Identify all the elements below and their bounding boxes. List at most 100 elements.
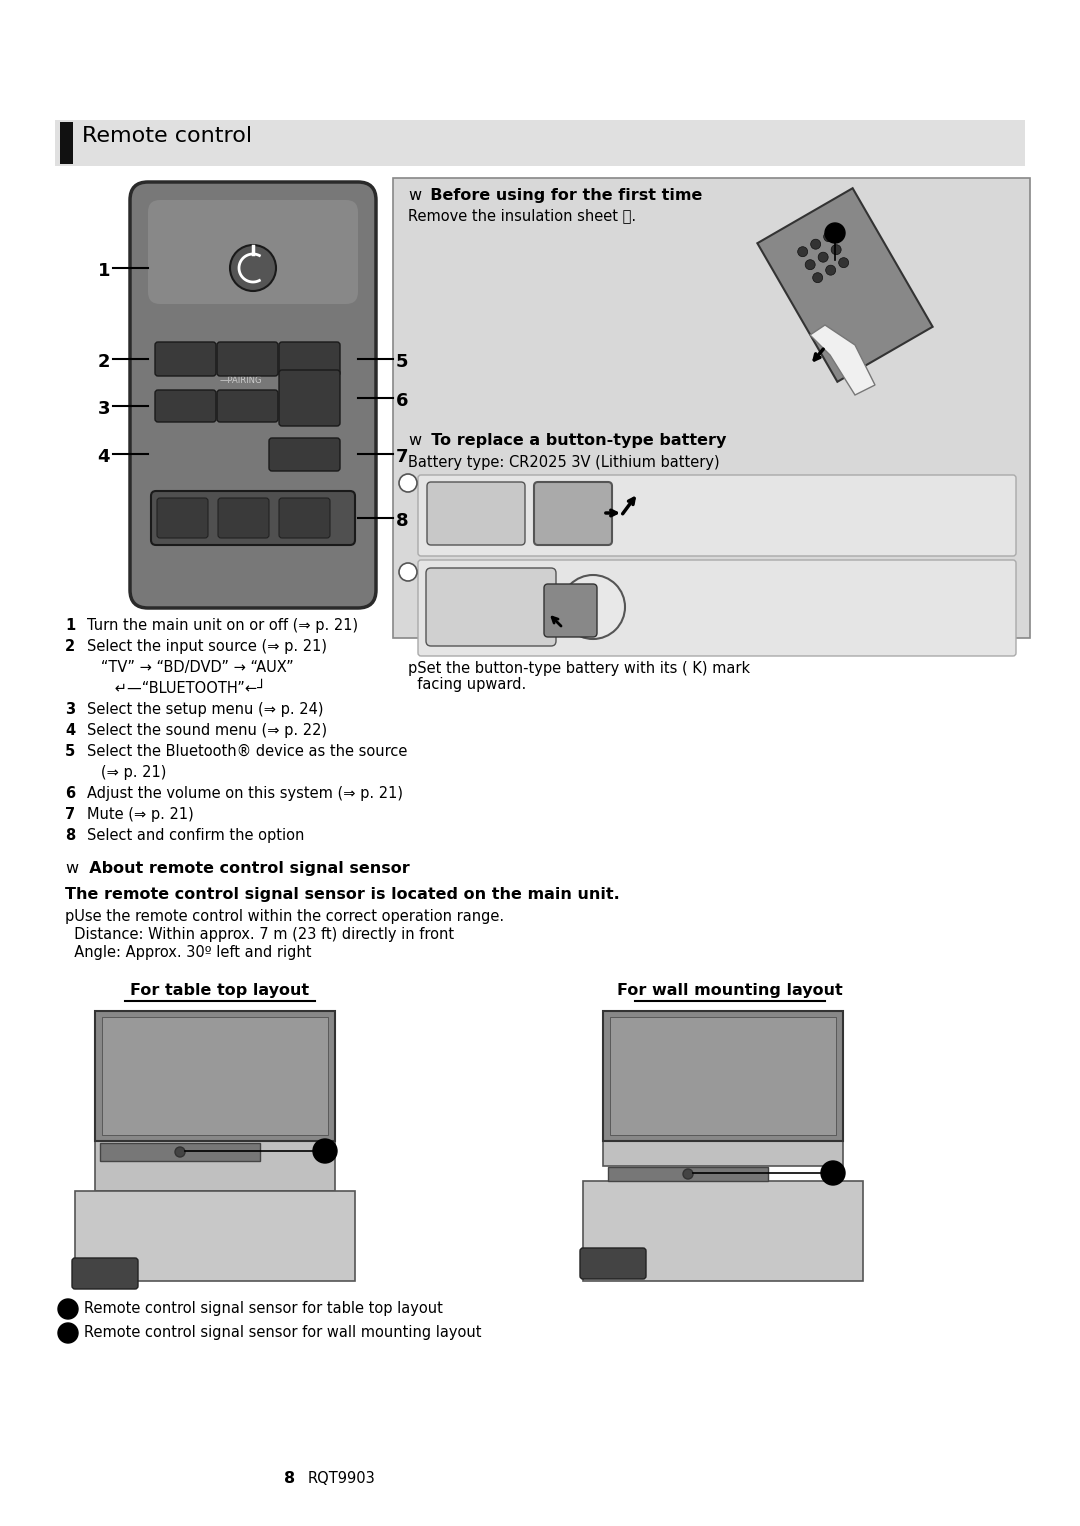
FancyBboxPatch shape — [156, 391, 216, 423]
Circle shape — [58, 1323, 78, 1343]
Text: C: C — [64, 1325, 71, 1335]
Text: INPUT: INPUT — [168, 349, 202, 360]
Text: Adjust the volume on this system (⇒ p. 21): Adjust the volume on this system (⇒ p. 2… — [87, 786, 403, 801]
FancyBboxPatch shape — [608, 1167, 768, 1181]
Text: ▼: ▼ — [178, 505, 186, 514]
FancyBboxPatch shape — [102, 1016, 328, 1135]
Text: 3: 3 — [65, 702, 76, 717]
Text: pSet the button-type battery with its ( K) mark: pSet the button-type battery with its ( … — [408, 661, 751, 676]
Circle shape — [819, 252, 828, 262]
Circle shape — [399, 563, 417, 581]
Text: 6: 6 — [65, 786, 76, 801]
Text: Turn the main unit on or off (⇒ p. 21): Turn the main unit on or off (⇒ p. 21) — [87, 618, 359, 633]
Text: SETUP: SETUP — [168, 398, 202, 407]
Text: 2: 2 — [65, 639, 76, 655]
Circle shape — [824, 232, 834, 241]
Text: Distance: Within approx. 7 m (23 ft) directly in front: Distance: Within approx. 7 m (23 ft) dir… — [65, 926, 454, 942]
Circle shape — [683, 1169, 693, 1180]
Text: 1: 1 — [65, 618, 76, 633]
Circle shape — [399, 475, 417, 491]
Text: ▾: ▾ — [307, 394, 312, 403]
Text: Select the input source (⇒ p. 21): Select the input source (⇒ p. 21) — [87, 639, 327, 655]
Circle shape — [839, 258, 849, 267]
FancyBboxPatch shape — [610, 1016, 836, 1135]
Text: Before using for the first time: Before using for the first time — [419, 188, 702, 203]
Text: OK: OK — [234, 505, 252, 514]
FancyBboxPatch shape — [279, 342, 340, 375]
FancyBboxPatch shape — [75, 1190, 355, 1280]
Circle shape — [825, 223, 845, 243]
FancyBboxPatch shape — [218, 497, 269, 539]
Text: Remote control signal sensor for wall mounting layout: Remote control signal sensor for wall mo… — [84, 1325, 482, 1340]
Text: B: B — [64, 1302, 72, 1311]
Text: Select the sound menu (⇒ p. 22): Select the sound menu (⇒ p. 22) — [87, 723, 327, 739]
Text: 5: 5 — [396, 353, 408, 371]
Text: About remote control signal sensor: About remote control signal sensor — [78, 861, 409, 876]
FancyBboxPatch shape — [279, 497, 330, 539]
Text: 5: 5 — [65, 745, 76, 758]
Circle shape — [821, 1161, 845, 1186]
Text: —PAIRING: —PAIRING — [220, 375, 262, 385]
Text: 8: 8 — [284, 1471, 296, 1486]
Text: SOUND: SOUND — [229, 398, 266, 407]
FancyBboxPatch shape — [583, 1181, 863, 1280]
FancyBboxPatch shape — [60, 122, 73, 163]
FancyBboxPatch shape — [418, 560, 1016, 656]
Text: Select the setup menu (⇒ p. 24): Select the setup menu (⇒ p. 24) — [87, 702, 324, 717]
Text: Remote control signal sensor for table top layout: Remote control signal sensor for table t… — [84, 1302, 443, 1315]
Text: 8: 8 — [396, 513, 408, 530]
Text: 3: 3 — [97, 400, 110, 418]
Text: ①: ① — [403, 475, 414, 488]
Text: pUse the remote control within the correct operation range.: pUse the remote control within the corre… — [65, 909, 504, 925]
FancyBboxPatch shape — [157, 497, 208, 539]
Circle shape — [561, 575, 625, 639]
FancyBboxPatch shape — [95, 1012, 335, 1141]
Circle shape — [798, 247, 808, 256]
Circle shape — [812, 273, 823, 282]
FancyBboxPatch shape — [217, 342, 278, 375]
Text: ▼: ▼ — [243, 349, 251, 360]
FancyBboxPatch shape — [130, 182, 376, 607]
Text: B: B — [321, 1143, 329, 1154]
Text: 7: 7 — [65, 807, 76, 823]
Text: C: C — [829, 1164, 837, 1175]
Text: Angle: Approx. 30º left and right: Angle: Approx. 30º left and right — [65, 945, 311, 960]
Text: facing upward.: facing upward. — [408, 678, 526, 691]
Text: −: − — [303, 406, 314, 420]
FancyBboxPatch shape — [603, 1012, 843, 1141]
Circle shape — [313, 1138, 337, 1163]
Text: ▲: ▲ — [300, 505, 308, 514]
Text: 4: 4 — [97, 449, 110, 465]
Text: To replace a button-type battery: To replace a button-type battery — [420, 433, 727, 449]
FancyBboxPatch shape — [427, 482, 525, 545]
Text: ↵—“BLUETOOTH”←┘: ↵—“BLUETOOTH”←┘ — [87, 681, 266, 696]
FancyBboxPatch shape — [72, 1257, 138, 1289]
Text: The remote control signal sensor is located on the main unit.: The remote control signal sensor is loca… — [65, 887, 620, 902]
FancyBboxPatch shape — [100, 1143, 260, 1161]
Text: For wall mounting layout: For wall mounting layout — [617, 983, 842, 998]
Text: Select the Bluetooth® device as the source: Select the Bluetooth® device as the sour… — [87, 745, 407, 758]
Text: w: w — [408, 188, 421, 203]
FancyBboxPatch shape — [95, 1141, 335, 1190]
Text: (⇒ p. 21): (⇒ p. 21) — [87, 765, 166, 780]
FancyBboxPatch shape — [279, 369, 340, 426]
Text: w: w — [408, 433, 421, 449]
Text: 4: 4 — [65, 723, 76, 739]
Text: 1: 1 — [97, 262, 110, 279]
Text: Select and confirm the option: Select and confirm the option — [87, 829, 305, 842]
Circle shape — [175, 1148, 185, 1157]
Circle shape — [826, 266, 836, 275]
Text: MUTE: MUTE — [279, 446, 310, 456]
Circle shape — [230, 246, 276, 291]
FancyBboxPatch shape — [151, 491, 355, 545]
Polygon shape — [757, 188, 933, 382]
Text: Remove the insulation sheet Ⓐ.: Remove the insulation sheet Ⓐ. — [408, 208, 636, 223]
Circle shape — [832, 244, 841, 255]
FancyBboxPatch shape — [217, 391, 278, 423]
Circle shape — [806, 259, 815, 270]
FancyBboxPatch shape — [426, 568, 556, 645]
FancyBboxPatch shape — [55, 121, 1025, 166]
Text: +: + — [305, 349, 313, 360]
Text: w: w — [65, 861, 78, 876]
Polygon shape — [810, 325, 875, 395]
